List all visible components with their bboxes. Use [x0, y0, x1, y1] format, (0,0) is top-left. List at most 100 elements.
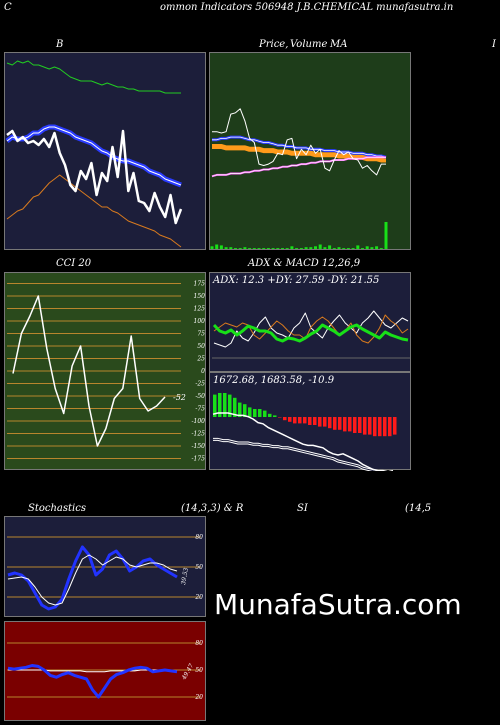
macd-histogram-bar [238, 402, 242, 417]
macd-histogram-bar [318, 417, 322, 427]
macd-histogram-bar [233, 397, 237, 417]
macd-histogram-bar [353, 417, 357, 433]
bb-lower-line [6, 174, 182, 248]
stoch-tick-label: 50 [195, 564, 203, 571]
macd-histogram-bar [338, 417, 342, 430]
stoch-last-value: 39.53 [180, 567, 190, 585]
volume-bar [262, 248, 266, 249]
price-panel [209, 52, 411, 250]
macd-histogram-bar [283, 417, 287, 421]
bb-upper-line [6, 60, 181, 94]
macd-histogram-bar [228, 394, 232, 417]
volume-bar [361, 248, 364, 249]
volume-bar [356, 245, 360, 249]
price-chart [210, 108, 388, 249]
rsi-label: SI [297, 503, 308, 514]
rsi-tick-label: 80 [195, 640, 203, 647]
macd-histogram-bar [348, 417, 352, 432]
macd-histogram-bar [358, 417, 362, 433]
cci-tick-label: 125 [194, 306, 206, 313]
macd-line [212, 412, 394, 471]
adx-title: ADX & MACD 12,26,9 [248, 258, 361, 269]
volume-bar [384, 222, 388, 249]
cci-tick-label: 50 [197, 343, 205, 350]
volume-bar [243, 247, 247, 249]
bb-chart [5, 60, 183, 248]
cci-label: CCI 20 [56, 258, 92, 269]
volume-bar [215, 244, 219, 249]
bb-middle-line [6, 126, 182, 186]
rsi-line [7, 664, 178, 699]
volume-bar [379, 248, 383, 249]
volume-bar [252, 248, 256, 249]
ma-white-line [212, 136, 387, 158]
volume-bar [285, 248, 289, 249]
cci-tick-label: -25 [195, 381, 205, 388]
stoch-k-line [7, 545, 178, 611]
bb-label: B [56, 39, 64, 50]
cci-chart: 175 150 125 100 75 50 25 0 -25 -50 -75 -100 -125 -150… [7, 281, 206, 463]
volume-bar [314, 246, 317, 249]
header-left: C [4, 2, 12, 13]
page-title: ommon Indicators 506948 J.B.CHEMICAL mun… [160, 2, 454, 13]
macd-histogram-bar [288, 417, 292, 422]
cci-tick-label: 175 [194, 281, 206, 288]
macd-histogram-bar [223, 393, 227, 417]
cci-tick-label: 0 [201, 368, 205, 375]
volume-bar [304, 247, 308, 249]
price-line [212, 108, 386, 176]
cci-tick-label: 100 [194, 318, 206, 325]
adx-line [212, 323, 409, 343]
macd-histogram-bar [373, 417, 377, 437]
macd-histogram-bar [343, 417, 347, 432]
cci-tick-label: -125 [192, 431, 206, 438]
adx-panel: ADX: 12.3 +DY: 27.59 -DY: 21.55 [209, 272, 411, 372]
macd-histogram-bar [258, 409, 262, 417]
ma-label: MA [330, 39, 348, 50]
cci-tick-label: -100 [192, 418, 206, 425]
volume-bar [299, 248, 303, 249]
volume-bar [351, 248, 355, 249]
macd-histogram-bar [388, 417, 392, 437]
rsi-tick-label: 50 [195, 667, 203, 674]
cci-tick-label: -150 [192, 443, 206, 450]
stoch-label: Stochastics [28, 503, 86, 514]
cci-tick-label: -75 [195, 406, 205, 413]
volume-bar [370, 247, 374, 249]
volume-bar [342, 248, 346, 249]
stoch-panel: 80 50 20 39.53 [4, 516, 206, 617]
rsi-last-value: 49.47 [180, 662, 195, 681]
volume-bar [332, 248, 336, 249]
volume-bar [328, 245, 332, 249]
volume-bar [295, 248, 299, 249]
ma-pink-outline [211, 156, 386, 177]
cci-line [12, 295, 166, 447]
cci-tick-label: -175 [192, 456, 206, 463]
macd-histogram-bar [273, 415, 277, 417]
volume-bar [309, 247, 313, 249]
macd-signal-core [213, 438, 377, 471]
volume-bar [318, 244, 322, 249]
volume-bar [229, 247, 233, 249]
volume-bar [234, 248, 237, 249]
volume-bar [266, 248, 270, 249]
macd-histogram-bar [243, 404, 247, 417]
macd-readout: 1672.68, 1683.58, -10.9 [213, 375, 335, 386]
volume-bar [248, 248, 252, 249]
rsi-tick-label: 20 [194, 694, 203, 701]
volume-bar [365, 246, 369, 249]
stoch-params: (14,3,3) & R [181, 503, 244, 514]
macd-histogram-bar [363, 417, 367, 435]
volume-bar [238, 248, 242, 249]
adx-readout: ADX: 12.3 +DY: 27.59 -DY: 21.55 [213, 275, 380, 286]
cci-last-value: -52 [173, 393, 186, 402]
macd-histogram-bar [213, 394, 217, 417]
adx-chart [212, 310, 410, 359]
bb-price-line [6, 129, 183, 225]
macd-histogram-bar [313, 417, 317, 425]
bb-panel [4, 52, 206, 250]
macd-histogram-bar [328, 417, 332, 429]
volume-bar [337, 247, 341, 249]
macd-histogram-bar [268, 413, 272, 417]
volume-bar [224, 247, 228, 249]
